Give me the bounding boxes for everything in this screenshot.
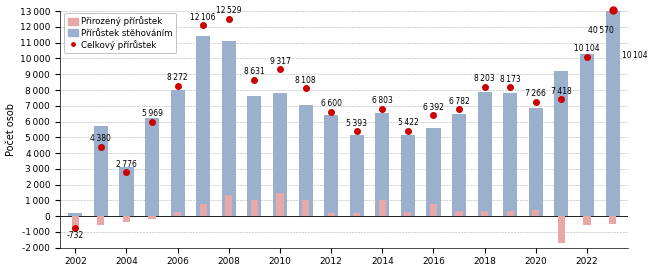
Y-axis label: Počet osob: Počet osob [6,103,16,156]
Bar [529,109,543,216]
Bar [558,216,565,243]
Text: 12 106: 12 106 [190,13,216,22]
Bar [580,54,594,216]
Bar [149,216,156,219]
Text: 9 317: 9 317 [269,57,290,66]
Bar [554,71,569,216]
Bar [225,195,232,216]
Text: 7 418: 7 418 [551,86,572,95]
Bar [200,204,207,216]
Bar [119,167,134,216]
Text: 6 600: 6 600 [321,100,342,109]
Bar [171,90,185,216]
Bar [426,128,441,216]
Text: 8 203: 8 203 [474,74,495,83]
Bar [404,212,411,216]
Bar [196,36,210,216]
Text: 10 104: 10 104 [621,51,647,60]
Bar [452,115,466,216]
Text: 5 393: 5 393 [346,119,367,128]
Bar [324,115,338,216]
Bar [507,211,514,216]
Text: 6 782: 6 782 [449,97,469,106]
Bar [174,212,181,216]
Bar [503,93,517,216]
Bar [481,211,488,216]
Bar [145,118,159,216]
Bar [72,216,79,230]
Text: 5 422: 5 422 [398,118,419,127]
Bar [222,41,236,216]
Bar [430,204,437,216]
Bar [376,113,389,216]
Text: 5 969: 5 969 [141,109,162,118]
Bar [349,135,364,216]
Bar [379,200,386,216]
Bar [606,0,619,216]
Bar [478,92,492,216]
Bar [299,105,312,216]
Text: 40 570: 40 570 [588,26,614,35]
Bar [609,216,616,224]
Text: 2 776: 2 776 [116,160,137,169]
Text: 8 173: 8 173 [500,75,521,84]
Text: 8 108: 8 108 [295,76,316,85]
Bar [532,210,539,216]
Text: 12 529: 12 529 [216,6,241,15]
Bar [273,93,287,216]
Bar [401,134,415,216]
Bar [123,216,130,222]
Bar [94,126,108,216]
Bar [68,213,82,216]
Text: -732: -732 [67,231,84,240]
Bar [247,96,261,216]
Text: 10 104: 10 104 [574,44,600,53]
Text: 6 392: 6 392 [423,103,444,112]
Bar [276,193,284,216]
Bar [302,200,309,216]
Text: 6 803: 6 803 [372,96,393,105]
Text: 4 380: 4 380 [91,134,111,144]
Bar [97,216,104,225]
Text: 8 631: 8 631 [244,67,265,76]
Bar [456,211,463,216]
Bar [251,200,258,216]
Text: 7 266: 7 266 [526,89,546,98]
Bar [327,213,334,216]
Text: 8 272: 8 272 [168,73,188,82]
Legend: Přirozený přírůstek, Přírůstek stěhováním, Celkový přírůstek: Přirozený přírůstek, Přírůstek stěhování… [65,13,177,53]
Bar [584,216,591,225]
Bar [353,213,361,216]
